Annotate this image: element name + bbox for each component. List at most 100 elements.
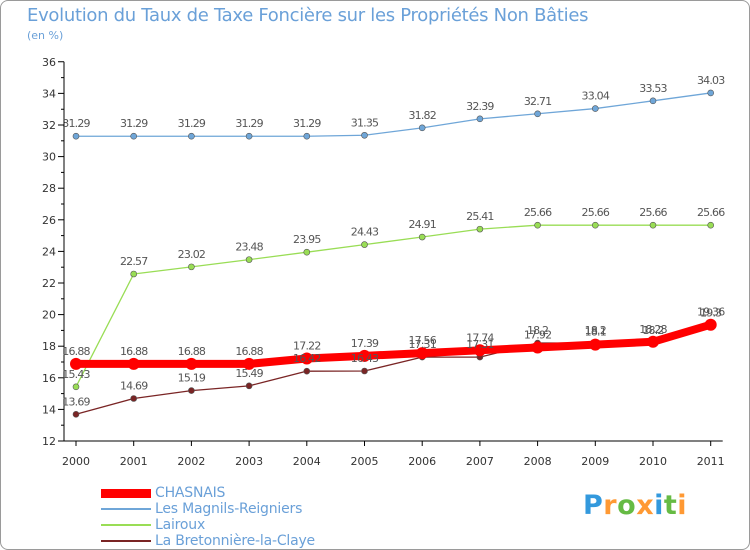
y-tick-label: 16 — [42, 372, 56, 385]
x-tick-label: 2011 — [697, 455, 725, 468]
legend-label-les-magnils-reigniers: Les Magnils-Reigniers — [155, 501, 303, 517]
chart-subtitle: (en %) — [27, 29, 64, 42]
y-tick-label: 34 — [42, 87, 56, 100]
data-point-les-magnils-reigniers — [707, 89, 715, 97]
data-label-la-bretonniere-la-claye: 15.49 — [235, 367, 263, 380]
y-tick-label: 36 — [42, 56, 56, 69]
data-point-les-magnils-reigniers — [476, 115, 484, 123]
data-label-chasnais: 16.88 — [178, 345, 206, 358]
legend-swatch-chasnais — [101, 488, 151, 498]
logo-letter: x — [636, 490, 655, 521]
data-point-les-magnils-reigniers — [188, 132, 195, 140]
data-point-les-magnils-reigniers — [361, 131, 368, 139]
data-point-lairoux — [245, 256, 253, 263]
y-tick-label: 24 — [42, 245, 56, 258]
data-point-chasnais — [531, 341, 544, 354]
data-label-lairoux: 25.66 — [697, 206, 725, 219]
data-label-la-bretonniere-la-claye: 16.43 — [351, 352, 379, 365]
x-tick-label: 2010 — [639, 455, 667, 468]
data-label-lairoux: 22.57 — [120, 255, 148, 268]
legend-item-lairoux: Lairoux — [101, 517, 315, 533]
data-label-les-magnils-reigniers: 34.03 — [697, 74, 725, 87]
legend-label-lairoux: Lairoux — [155, 517, 206, 533]
y-tick-label: 14 — [42, 403, 56, 416]
data-point-les-magnils-reigniers — [418, 124, 426, 132]
data-label-lairoux: 24.91 — [408, 218, 436, 231]
series-line-la-bretonniere-la-claye — [75, 325, 712, 415]
series-line-chasnais — [72, 320, 715, 368]
data-point-lairoux — [649, 221, 657, 229]
data-label-lairoux: 23.48 — [235, 241, 263, 254]
data-label-les-magnils-reigniers: 31.29 — [62, 117, 90, 130]
data-label-lairoux: 15.43 — [62, 368, 90, 381]
series-layer — [70, 89, 717, 418]
data-label-la-bretonniere-la-claye: 18.2 — [585, 324, 606, 337]
data-point-chasnais — [473, 344, 486, 357]
logo-letter: i — [654, 490, 664, 521]
data-label-les-magnils-reigniers: 31.29 — [293, 117, 321, 130]
x-tick-label: 2001 — [120, 455, 148, 468]
data-label-chasnais: 16.88 — [235, 345, 263, 358]
data-point-lairoux — [72, 383, 80, 391]
data-point-lairoux — [130, 270, 137, 278]
data-label-lairoux: 25.41 — [466, 210, 494, 223]
data-point-la-bretonniere-la-claye — [245, 382, 253, 390]
data-label-la-bretonniere-la-claye: 13.69 — [62, 395, 90, 408]
data-point-chasnais — [127, 357, 140, 370]
y-tick-label: 18 — [42, 340, 56, 353]
series-line-les-magnils-reigniers — [75, 92, 712, 137]
chart-title: Evolution du Taux de Taxe Foncière sur l… — [27, 5, 589, 26]
x-tick-label: 2000 — [62, 455, 90, 468]
data-point-chasnais — [70, 357, 82, 370]
x-tick-label: 2004 — [293, 455, 321, 468]
legend-item-les-magnils-reigniers: Les Magnils-Reigniers — [101, 501, 315, 517]
legend-swatch-les-magnils-reigniers — [101, 508, 151, 510]
data-label-lairoux: 23.95 — [293, 233, 321, 246]
data-point-chasnais — [589, 338, 602, 351]
data-point-lairoux — [476, 225, 484, 233]
data-label-chasnais: 18.1 — [585, 326, 606, 339]
data-label-chasnais: 17.56 — [408, 334, 436, 347]
data-point-chasnais — [185, 357, 198, 370]
data-point-les-magnils-reigniers — [649, 97, 657, 105]
x-tick-label: 2007 — [466, 455, 494, 468]
legend-swatch-la-bretonniere-la-claye — [101, 540, 151, 542]
data-point-chasnais — [300, 352, 313, 365]
data-label-les-magnils-reigniers: 32.39 — [466, 100, 494, 113]
data-label-la-bretonniere-la-claye: 16.42 — [293, 352, 321, 365]
y-tick-label: 22 — [42, 277, 56, 290]
data-point-chasnais — [416, 347, 429, 360]
data-label-chasnais: 18.28 — [639, 323, 667, 336]
logo-letter: t — [663, 490, 678, 521]
data-label-la-bretonniere-la-claye: 19.3 — [700, 307, 722, 320]
data-point-les-magnils-reigniers — [591, 105, 599, 112]
data-label-les-magnils-reigniers: 31.35 — [351, 116, 379, 129]
data-point-les-magnils-reigniers — [245, 132, 253, 140]
data-point-chasnais — [243, 357, 256, 370]
data-labels-layer: 31.29 31.29 31.29 31.29 31.29 31.35 31.82 32.39… — [62, 74, 726, 408]
data-point-la-bretonniere-la-claye — [303, 367, 311, 375]
data-label-lairoux: 25.66 — [639, 206, 667, 219]
data-point-les-magnils-reigniers — [130, 132, 137, 140]
y-tick-label: 32 — [42, 119, 56, 132]
data-label-lairoux: 23.02 — [178, 248, 206, 261]
x-tick-label: 2002 — [177, 455, 205, 468]
series-line-lairoux — [75, 224, 712, 388]
data-label-lairoux: 24.43 — [351, 226, 379, 239]
data-label-la-bretonniere-la-claye: 15.19 — [178, 372, 206, 385]
x-tick-label: 2005 — [351, 455, 379, 468]
data-label-lairoux: 25.66 — [524, 206, 552, 219]
data-point-les-magnils-reigniers — [72, 132, 80, 140]
x-tick-label: 2009 — [581, 455, 609, 468]
proxiti-logo: Proxiti — [583, 490, 687, 521]
data-label-les-magnils-reigniers: 31.29 — [178, 117, 206, 130]
data-label-les-magnils-reigniers: 33.53 — [639, 82, 667, 95]
x-tick-label: 2003 — [235, 455, 263, 468]
data-label-lairoux: 25.66 — [582, 206, 610, 219]
data-label-la-bretonniere-la-claye: 14.69 — [120, 379, 148, 392]
data-point-lairoux — [361, 241, 368, 248]
data-label-la-bretonniere-la-claye: 18.2 — [527, 324, 548, 337]
data-label-les-magnils-reigniers: 31.82 — [408, 109, 436, 122]
